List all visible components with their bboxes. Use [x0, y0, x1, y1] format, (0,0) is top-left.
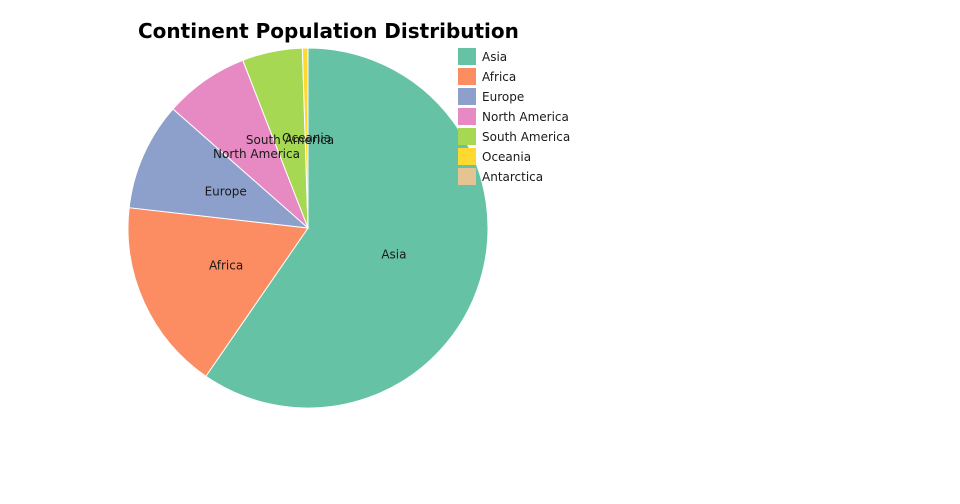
- slice-label-asia: Asia: [381, 248, 406, 262]
- chart-title: Continent Population Distribution: [138, 19, 519, 43]
- legend-label-south-america: South America: [482, 130, 570, 144]
- legend-item-africa[interactable]: Africa: [458, 68, 516, 85]
- legend: Asia Africa Europe North America South Ameri…: [458, 48, 570, 185]
- slice-label-europe: Europe: [205, 185, 247, 199]
- pie-slices: [127, 47, 489, 409]
- legend-item-oceania[interactable]: Oceania: [458, 148, 531, 165]
- legend-label-oceania: Oceania: [482, 150, 531, 164]
- pie-slice-asia[interactable]: [205, 47, 489, 409]
- legend-label-north-america: North America: [482, 110, 569, 124]
- legend-swatch-europe: [458, 88, 476, 105]
- legend-label-africa: Africa: [482, 70, 516, 84]
- legend-label-asia: Asia: [482, 50, 507, 64]
- legend-swatch-asia: [458, 48, 476, 65]
- pie-slice-europe[interactable]: [128, 108, 310, 229]
- legend-item-europe[interactable]: Europe: [458, 88, 524, 105]
- pie-slice-oceania[interactable]: [301, 47, 309, 229]
- legend-item-asia[interactable]: Asia: [458, 48, 507, 65]
- legend-swatch-north-america: [458, 108, 476, 125]
- slice-label-oceania: Oceania: [282, 131, 331, 145]
- legend-label-antarctica: Antarctica: [482, 170, 543, 184]
- legend-swatch-south-america: [458, 128, 476, 145]
- legend-swatch-africa: [458, 68, 476, 85]
- slice-label-south-america: South America: [246, 133, 334, 147]
- pie-slice-africa[interactable]: [127, 207, 309, 377]
- legend-label-europe: Europe: [482, 90, 524, 104]
- legend-swatch-antarctica: [458, 168, 476, 185]
- legend-item-antarctica[interactable]: Antarctica: [458, 168, 543, 185]
- slice-label-north-america: North America: [213, 147, 300, 161]
- legend-swatch-oceania: [458, 148, 476, 165]
- legend-item-north-america[interactable]: North America: [458, 108, 569, 125]
- slice-label-africa: Africa: [209, 258, 243, 272]
- legend-item-south-america[interactable]: South America: [458, 128, 570, 145]
